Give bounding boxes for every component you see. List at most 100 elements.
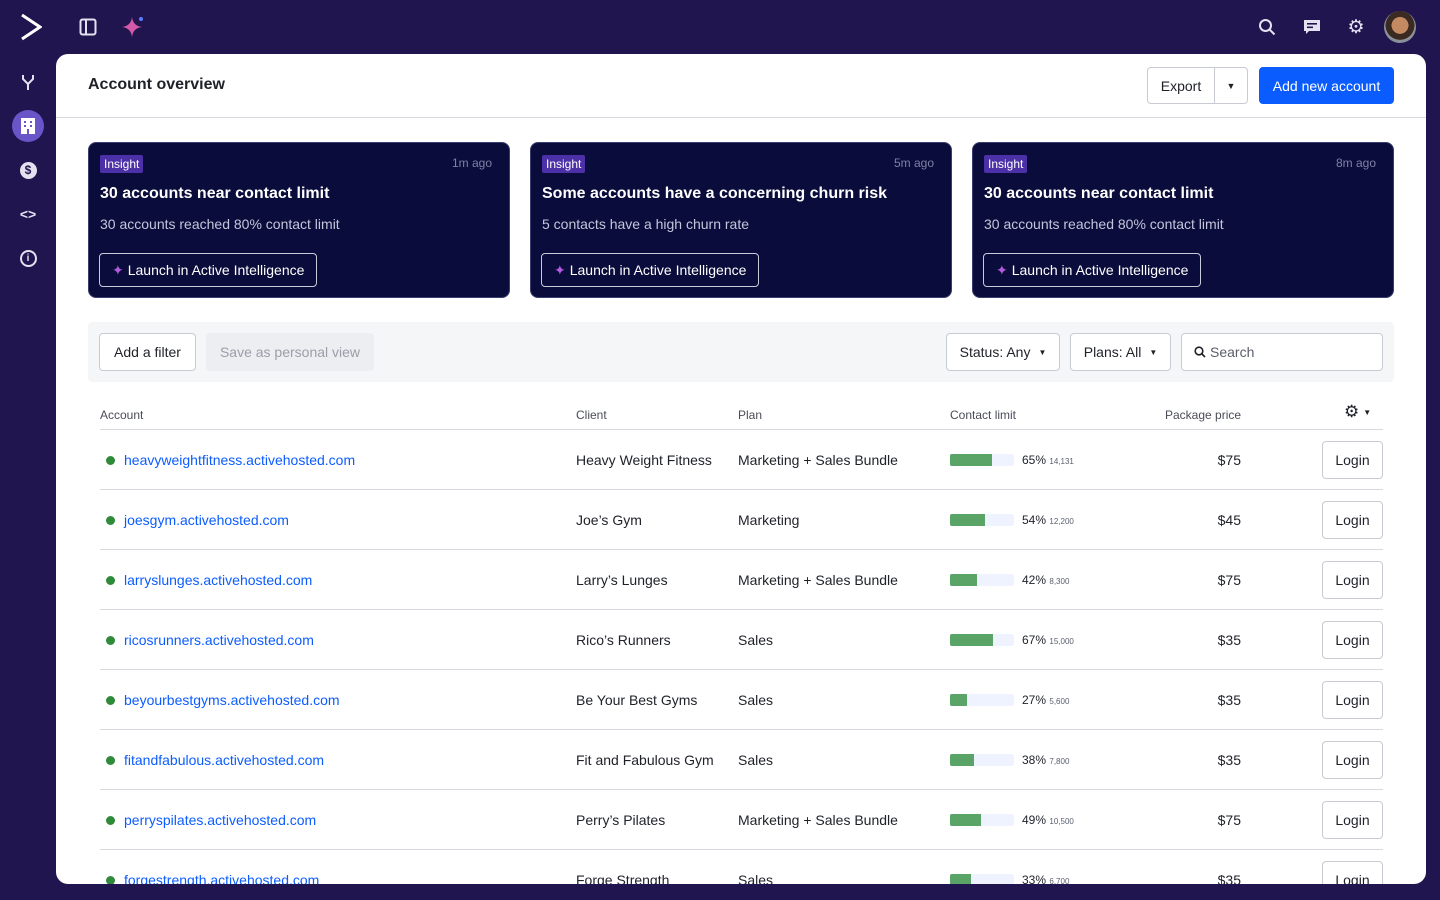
contact-limit-percent: 49% bbox=[1022, 813, 1047, 827]
add-new-account-button[interactable]: Add new account bbox=[1259, 67, 1394, 104]
contact-limit-count: 6,700 bbox=[1049, 877, 1070, 884]
insight-timestamp: 1m ago bbox=[451, 156, 492, 170]
account-link[interactable]: larryslunges.activehosted.com bbox=[124, 572, 313, 588]
search-icon bbox=[1194, 346, 1206, 358]
plan-name: Sales bbox=[738, 872, 774, 884]
contact-limit-count: 12,200 bbox=[1049, 517, 1074, 526]
info-icon[interactable]: i bbox=[12, 242, 44, 274]
contact-limit-value: 33% 6,700 bbox=[1022, 873, 1069, 884]
account-link[interactable]: heavyweightfitness.activehosted.com bbox=[124, 452, 356, 468]
insight-card: Insight 8m ago 30 accounts near contact … bbox=[972, 142, 1394, 298]
package-price: $35 bbox=[1217, 752, 1241, 768]
gear-icon: ⚙ bbox=[1344, 402, 1360, 421]
contact-limit-percent: 67% bbox=[1022, 633, 1047, 647]
column-header-plan[interactable]: Plan bbox=[738, 408, 763, 422]
table-row: ricosrunners.activehosted.com Rico’s Run… bbox=[100, 609, 1383, 669]
launch-active-intelligence-button[interactable]: ✦ Launch in Active Intelligence bbox=[541, 253, 760, 287]
package-price: $45 bbox=[1217, 512, 1241, 528]
top-bar: ⚙ bbox=[0, 0, 1440, 54]
account-link[interactable]: perryspilates.activehosted.com bbox=[124, 812, 317, 828]
plan-name: Sales bbox=[738, 632, 774, 648]
contact-limit-value: 49% 10,500 bbox=[1022, 813, 1074, 827]
chevron-down-icon: ▼ bbox=[1363, 407, 1372, 417]
login-button[interactable]: Login bbox=[1322, 741, 1383, 779]
contact-limit-fill bbox=[950, 514, 985, 526]
account-link[interactable]: fitandfabulous.activehosted.com bbox=[124, 752, 325, 768]
insight-badge: Insight bbox=[984, 155, 1028, 173]
contact-limit-bar bbox=[950, 694, 1014, 706]
contact-limit-fill bbox=[950, 634, 993, 646]
contact-limit-bar bbox=[950, 514, 1014, 526]
column-header-client[interactable]: Client bbox=[576, 408, 607, 422]
sidebar-toggle-icon[interactable] bbox=[78, 17, 98, 37]
client-name: Larry’s Lunges bbox=[576, 572, 668, 588]
insight-title: 30 accounts near contact limit bbox=[100, 185, 330, 202]
chat-icon[interactable] bbox=[1302, 17, 1322, 37]
package-price: $75 bbox=[1217, 572, 1241, 588]
launch-active-intelligence-button[interactable]: ✦ Launch in Active Intelligence bbox=[983, 253, 1202, 287]
table-row: beyourbestgyms.activehosted.com Be Your … bbox=[100, 669, 1383, 729]
account-link[interactable]: joesgym.activehosted.com bbox=[124, 512, 289, 528]
add-filter-button[interactable]: Add a filter bbox=[99, 333, 196, 371]
branch-icon[interactable] bbox=[12, 66, 44, 98]
insight-description: 30 accounts reached 80% contact limit bbox=[984, 216, 1224, 232]
table-row: perryspilates.activehosted.com Perry’s P… bbox=[100, 789, 1383, 849]
status-dot bbox=[106, 876, 115, 884]
contact-limit-percent: 65% bbox=[1022, 453, 1047, 467]
status-filter-dropdown[interactable]: Status: Any ▼ bbox=[946, 333, 1060, 371]
chevron-down-icon: ▼ bbox=[1038, 347, 1047, 357]
contact-limit-percent: 27% bbox=[1022, 693, 1047, 707]
gear-icon[interactable]: ⚙ bbox=[1347, 16, 1365, 38]
table-row: larryslunges.activehosted.com Larry’s Lu… bbox=[100, 549, 1383, 609]
contact-limit-fill bbox=[950, 874, 972, 884]
column-header-contact-limit[interactable]: Contact limit bbox=[950, 408, 1017, 422]
client-name: Heavy Weight Fitness bbox=[576, 452, 712, 468]
account-link[interactable]: ricosrunners.activehosted.com bbox=[124, 632, 314, 648]
user-avatar[interactable] bbox=[1384, 11, 1416, 43]
launch-active-intelligence-button[interactable]: ✦ Launch in Active Intelligence bbox=[99, 253, 318, 287]
contact-limit-bar bbox=[950, 814, 1014, 826]
login-button[interactable]: Login bbox=[1322, 561, 1383, 599]
save-personal-view-button[interactable]: Save as personal view bbox=[206, 333, 374, 371]
login-button[interactable]: Login bbox=[1322, 681, 1383, 719]
contact-limit-value: 65% 14,131 bbox=[1022, 453, 1074, 467]
account-link[interactable]: forgestrength.activehosted.com bbox=[124, 872, 320, 884]
activecampaign-logo-icon[interactable] bbox=[18, 12, 44, 42]
search-icon[interactable] bbox=[1257, 17, 1277, 37]
login-button[interactable]: Login bbox=[1322, 801, 1383, 839]
contact-limit-fill bbox=[950, 454, 992, 466]
column-header-package-price[interactable]: Package price bbox=[1165, 408, 1242, 422]
contact-limit-value: 38% 7,800 bbox=[1022, 753, 1069, 767]
account-link[interactable]: beyourbestgyms.activehosted.com bbox=[124, 692, 340, 708]
filter-bar: Add a filter Save as personal view Statu… bbox=[88, 322, 1394, 382]
contact-limit-count: 8,300 bbox=[1049, 577, 1070, 586]
login-button[interactable]: Login bbox=[1322, 501, 1383, 539]
sparkle-icon: ✦ bbox=[112, 261, 124, 278]
status-dot bbox=[106, 636, 115, 645]
contact-limit-bar bbox=[950, 634, 1014, 646]
building-icon[interactable] bbox=[12, 110, 44, 142]
column-header-account[interactable]: Account bbox=[100, 408, 144, 422]
login-button[interactable]: Login bbox=[1322, 441, 1383, 479]
plans-filter-dropdown[interactable]: Plans: All ▼ bbox=[1070, 333, 1171, 371]
plan-name: Marketing + Sales Bundle bbox=[738, 452, 898, 468]
insight-title: Some accounts have a concerning churn ri… bbox=[542, 185, 887, 202]
contact-limit-percent: 42% bbox=[1022, 573, 1047, 587]
sparkle-ai-icon[interactable] bbox=[121, 15, 145, 39]
login-button[interactable]: Login bbox=[1322, 621, 1383, 659]
contact-limit-count: 10,500 bbox=[1049, 817, 1074, 826]
column-settings-button[interactable]: ⚙ ▼ bbox=[1344, 402, 1371, 422]
search-input[interactable]: Search bbox=[1181, 333, 1383, 371]
insight-description: 5 contacts have a high churn rate bbox=[542, 216, 750, 232]
dollar-icon[interactable]: $ bbox=[12, 154, 44, 186]
client-name: Fit and Fabulous Gym bbox=[576, 752, 714, 768]
launch-label: Launch in Active Intelligence bbox=[1011, 262, 1189, 278]
insight-description: 30 accounts reached 80% contact limit bbox=[100, 216, 340, 232]
package-price: $35 bbox=[1217, 692, 1241, 708]
contact-limit-fill bbox=[950, 694, 968, 706]
export-button[interactable]: Export bbox=[1147, 67, 1215, 104]
code-icon[interactable]: <> bbox=[19, 206, 37, 222]
package-price: $35 bbox=[1217, 872, 1241, 884]
export-dropdown-button[interactable]: ▼ bbox=[1214, 67, 1248, 104]
login-button[interactable]: Login bbox=[1322, 861, 1383, 884]
